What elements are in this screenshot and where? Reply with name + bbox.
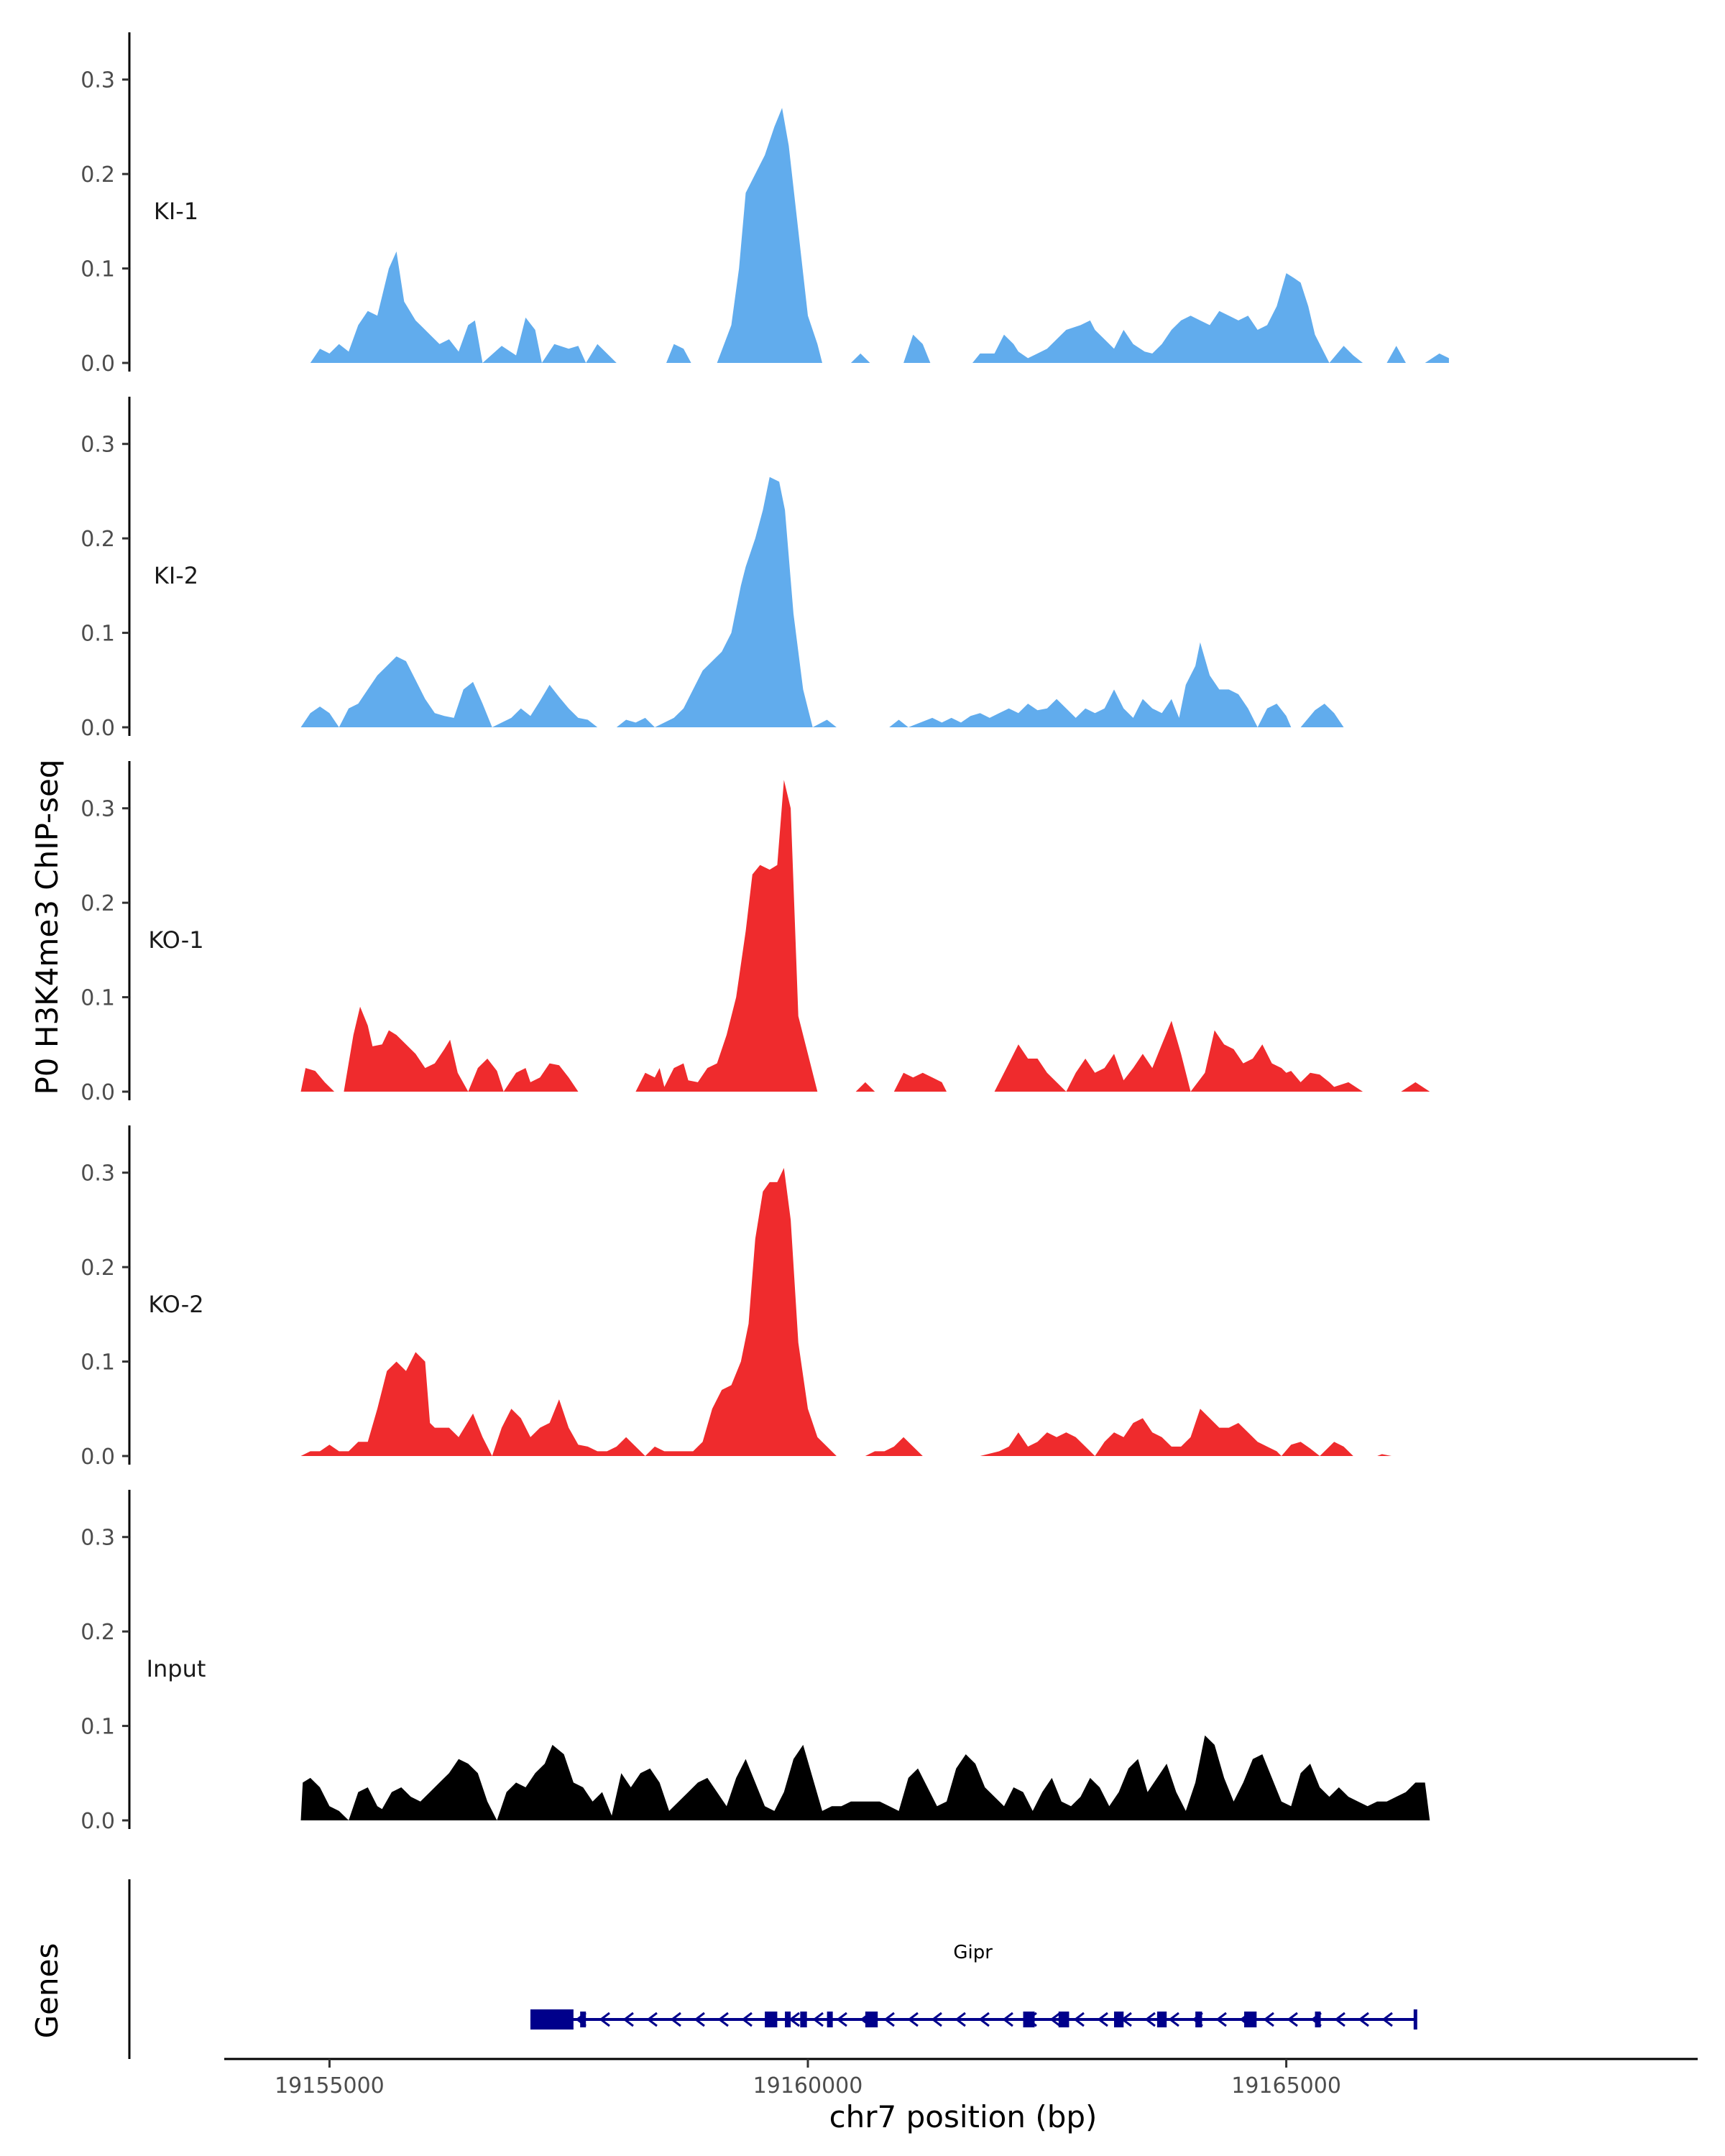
gene-exon [1244, 2012, 1257, 2027]
gene-exon [1315, 2012, 1321, 2027]
strand-arrow [717, 2012, 729, 2027]
signal-area-input [300, 1735, 1430, 1820]
x-tick-label: 19165000 [1231, 2073, 1341, 2099]
y-tick-label: 0.3 [80, 433, 115, 458]
x-axis: 19155000 19160000 19165000 [224, 2058, 1698, 2099]
gene-exon [1023, 2012, 1035, 2027]
gene-track: Gipr [128, 1879, 1417, 2059]
strand-arrow [907, 2012, 919, 2027]
y-tick-label: 0.1 [80, 257, 115, 282]
y-tick-label: 0.2 [80, 1256, 115, 1281]
track-label: Input [147, 1655, 206, 1682]
genes-axis-title: Genes [29, 1943, 65, 2039]
y-tick-label: 0.1 [80, 622, 115, 647]
y-tick-label: 0.3 [80, 68, 115, 93]
signal-area-ki-2 [300, 476, 1344, 727]
track-input: 0.0 0.1 0.2 0.3 Input [80, 1490, 1430, 1834]
gene-name-label: Gipr [953, 1942, 993, 1963]
y-tick-label: 0.0 [80, 1809, 115, 1834]
gene-exon [530, 2009, 574, 2030]
strand-arrow [741, 2012, 753, 2027]
y-tick-label: 0.0 [80, 1080, 115, 1105]
strand-arrow [1381, 2012, 1393, 2027]
y-tick-label: 0.3 [80, 1526, 115, 1551]
x-tick-label: 19155000 [275, 2073, 385, 2099]
y-tick-label: 0.0 [80, 716, 115, 741]
y-tick-label: 0.1 [80, 1350, 115, 1376]
y-tick-label: 0.2 [80, 162, 115, 188]
track-label: KO-2 [148, 1291, 203, 1318]
strand-arrow [812, 2012, 824, 2027]
signal-area-ko-2 [300, 1168, 1392, 1456]
track-label: KI-2 [154, 562, 198, 589]
strand-arrow [599, 2012, 610, 2027]
y-tick-label: 0.0 [80, 1445, 115, 1470]
y-tick-label: 0.1 [80, 986, 115, 1011]
strand-arrow [1168, 2012, 1179, 2027]
strand-arrow [670, 2012, 681, 2027]
tracks-group: 0.00.10.20.3KI-10.00.10.20.3KI-20.00.10.… [80, 32, 1449, 1834]
x-axis-title: chr7 position (bp) [829, 2099, 1098, 2134]
track-ko-1: 0.0 0.1 0.2 0.3 KO-1 [80, 761, 1430, 1105]
x-tick-label: 19160000 [753, 2073, 863, 2099]
y-tick-label: 0.3 [80, 797, 115, 822]
strand-arrow [978, 2012, 990, 2027]
y-axis-title: P0 H3K4me3 ChIP-seq [29, 759, 65, 1095]
strand-arrow [1358, 2012, 1369, 2027]
gene-exon [580, 2012, 586, 2027]
y-tick-label: 0.2 [80, 527, 115, 552]
y-tick-label: 0.2 [80, 891, 115, 916]
y-tick-label: 0.2 [80, 1620, 115, 1645]
gene-exon [785, 2012, 791, 2027]
strand-arrow [1215, 2012, 1227, 2027]
gene-exon [865, 2012, 878, 2027]
track-ko-2: 0.0 0.1 0.2 0.3 KO-2 [80, 1125, 1392, 1470]
strand-arrow [931, 2012, 942, 2027]
gene-exon [1113, 2012, 1124, 2027]
strand-arrow [1334, 2012, 1346, 2027]
gene-exon [827, 2012, 833, 2027]
strand-arrow [1097, 2012, 1108, 2027]
strand-arrow [1287, 2012, 1298, 2027]
track-ki-1: 0.0 0.1 0.2 0.3 KI-1 [80, 32, 1449, 377]
y-tick-label: 0.0 [80, 351, 115, 377]
gene-exon [1156, 2012, 1167, 2027]
strand-arrow [1263, 2012, 1274, 2027]
strand-arrow [1049, 2012, 1061, 2027]
strand-arrow [1002, 2012, 1013, 2027]
strand-arrow [1144, 2012, 1156, 2027]
gene-exon [765, 2012, 778, 2027]
y-tick-label: 0.1 [80, 1715, 115, 1740]
gene-exon [1058, 2012, 1070, 2027]
signal-area-ko-1 [300, 780, 1430, 1092]
strand-arrow [622, 2012, 634, 2027]
y-tick-label: 0.3 [80, 1161, 115, 1187]
track-label: KO-1 [148, 926, 203, 954]
strand-arrow [883, 2012, 895, 2027]
gene-exon [800, 2012, 807, 2027]
track-ki-2: 0.0 0.1 0.2 0.3 KI-2 [80, 397, 1344, 741]
strand-arrow [646, 2012, 658, 2027]
strand-arrow [954, 2012, 966, 2027]
signal-area-ki-1 [310, 108, 1449, 363]
track-label: KI-1 [154, 198, 198, 225]
strand-arrow [1073, 2012, 1085, 2027]
strand-arrow [836, 2012, 847, 2027]
gene-exon [1195, 2012, 1202, 2027]
strand-arrow [694, 2012, 705, 2027]
